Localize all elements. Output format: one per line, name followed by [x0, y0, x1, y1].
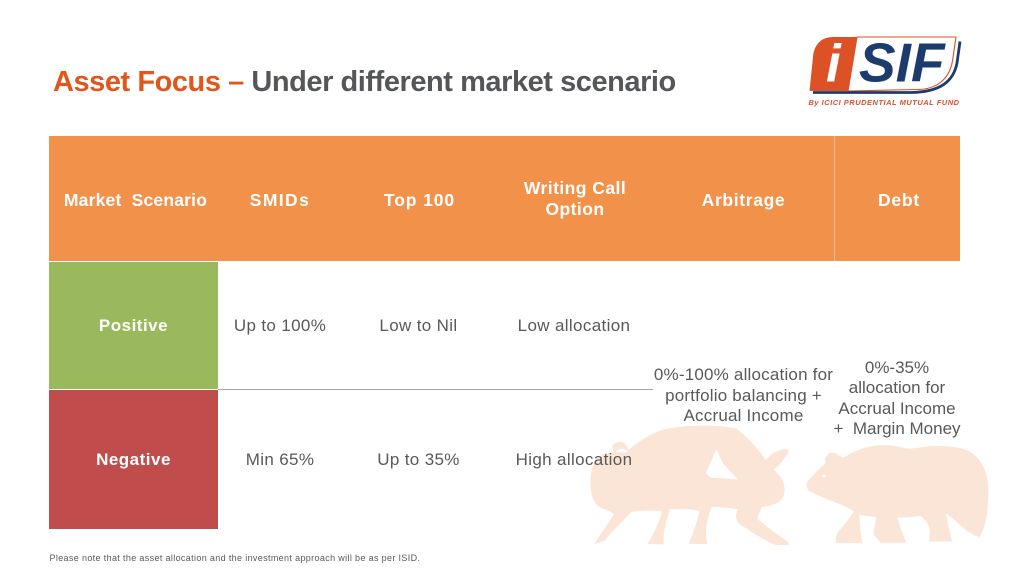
svg-text:SIF: SIF	[859, 35, 946, 94]
svg-text:i: i	[826, 35, 842, 94]
